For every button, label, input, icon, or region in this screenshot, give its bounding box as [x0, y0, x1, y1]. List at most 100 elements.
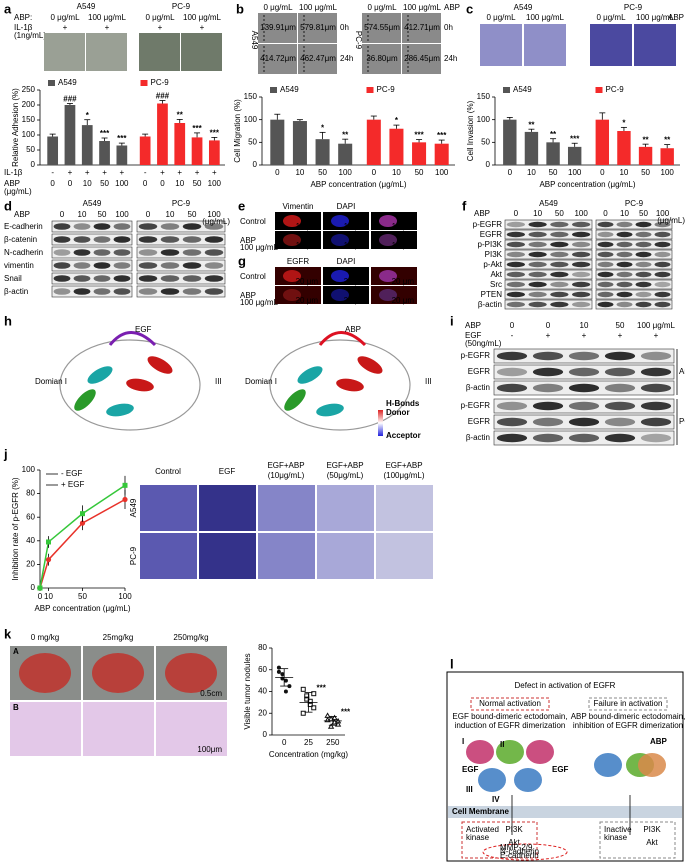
x-tick-label: +: [177, 168, 182, 177]
label: 0 μg/mL: [263, 3, 293, 12]
protein-structure: [269, 339, 411, 431]
y-tick-label: 150: [22, 115, 36, 124]
annotation: *: [622, 118, 626, 127]
legend-label: A549: [513, 85, 532, 94]
bar: [660, 148, 674, 165]
x-tick-label: -: [51, 168, 54, 177]
annotation: **: [642, 135, 649, 144]
bar: [116, 145, 128, 165]
legend-swatch: [595, 87, 603, 93]
label: 100 μg/mL: [88, 13, 127, 22]
label: 100 μg/mL: [526, 13, 565, 22]
annotation: ***: [117, 134, 127, 143]
blot-band: [571, 261, 591, 268]
blot-band: [604, 351, 636, 361]
protein-label: p-EGFR: [461, 351, 491, 360]
target-label: E-cadherin: [500, 851, 539, 860]
blot-band: [604, 417, 636, 427]
blot-band: [528, 291, 547, 298]
row-label: 100 μg/mL: [240, 243, 279, 252]
label: 100 μg/mL: [636, 13, 675, 22]
blot-band: [528, 271, 547, 278]
blot-frame: [504, 249, 593, 260]
blot-frame: [504, 279, 593, 290]
blot-band: [506, 301, 526, 308]
x-tick-label: 100: [118, 592, 132, 601]
helix: [336, 378, 364, 392]
legend-swatch: [366, 87, 374, 93]
blot-band: [93, 223, 111, 230]
x-tick-label: 50: [78, 592, 87, 601]
blot-band: [616, 221, 633, 228]
label: ABP:: [14, 13, 32, 22]
title: Defect in activation of EGFR: [515, 681, 616, 690]
protein-label: p-PI3K: [478, 240, 503, 249]
row-label: PC-9: [129, 546, 138, 565]
blot-band: [506, 231, 526, 238]
label: ABP: [668, 13, 684, 22]
scale-bar: 10 μm: [344, 241, 367, 250]
cell-stain: [379, 289, 397, 301]
label: 100: [207, 210, 221, 219]
scale-bar: 10 μm: [296, 222, 319, 231]
micrograph: [298, 13, 337, 43]
y-tick-label: 0: [31, 583, 36, 592]
measurement: 414.72μm: [260, 54, 296, 63]
blot-band: [528, 221, 547, 228]
y-tick-label: 100: [244, 115, 258, 124]
description: induction of EGFR dimerization: [455, 721, 566, 730]
annotation: ###: [63, 95, 77, 104]
cell-stain: [283, 234, 301, 246]
protein-label: p-EGFR: [473, 220, 503, 229]
label: -: [511, 331, 514, 340]
label: 0: [546, 321, 551, 330]
blot-band: [532, 401, 564, 411]
blot-band: [138, 275, 158, 282]
label: 0 μg/mL: [145, 13, 175, 22]
blot-band: [597, 271, 614, 278]
blot-band: [182, 223, 202, 230]
blot-band: [597, 251, 614, 258]
state-label: Failure in activation: [594, 699, 663, 708]
x-tick-label: 0: [38, 592, 43, 601]
label: Donor: [386, 408, 410, 417]
annotation: *: [395, 116, 399, 125]
cell-stain: [331, 234, 349, 246]
blot-band: [528, 241, 547, 248]
measurement: 412.71μm: [404, 23, 440, 32]
y-tick-label: 0: [486, 160, 491, 169]
blot-band: [640, 417, 672, 427]
x-tick-label: +: [120, 168, 125, 177]
x-tick-label: 100: [115, 179, 129, 188]
label: ABP: [444, 3, 460, 12]
label: ABP: [650, 737, 668, 746]
blot-frame: [51, 285, 133, 298]
cell-stain: [283, 289, 301, 301]
x-tick-label: 50: [318, 168, 327, 177]
protein-label: β-actin: [466, 433, 490, 442]
blot-frame: [595, 279, 673, 290]
panel-letter: j: [3, 446, 8, 461]
helix: [284, 389, 306, 411]
annotation: ***: [317, 684, 327, 693]
x-tick-label: 100: [435, 168, 449, 177]
blot-band: [654, 241, 671, 248]
annotation: ***: [570, 134, 580, 143]
blot-band: [53, 262, 71, 269]
legend-label: PC-9: [606, 85, 625, 94]
bar: [389, 128, 404, 165]
blot-frame: [595, 229, 673, 240]
measurement: 574.55μm: [364, 23, 400, 32]
label: 0: [60, 210, 65, 219]
cell-label: PC-9: [625, 199, 644, 208]
blot-band: [204, 236, 224, 243]
label: (50ng/mL): [465, 339, 502, 348]
blot-band: [496, 433, 528, 443]
domain-shape: [638, 753, 666, 777]
blot-band: [640, 351, 672, 361]
annotation: ***: [210, 129, 220, 138]
micrograph: [181, 33, 222, 71]
bar: [503, 119, 517, 165]
x-axis-label: ABP concentration (μg/mL): [539, 180, 635, 189]
blot-band: [160, 249, 180, 256]
